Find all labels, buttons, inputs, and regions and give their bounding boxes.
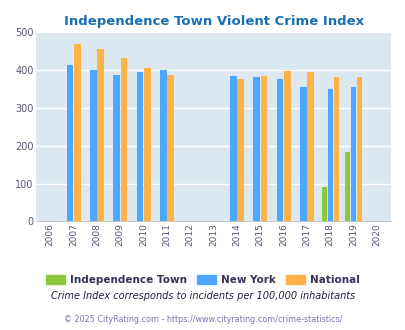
Bar — [284, 71, 290, 221]
Bar — [144, 68, 150, 221]
Bar — [66, 65, 73, 221]
Bar — [344, 152, 350, 221]
Bar — [90, 70, 96, 221]
Bar — [327, 89, 332, 221]
Bar — [321, 187, 326, 221]
Bar — [74, 45, 81, 221]
Bar — [229, 76, 236, 221]
Text: Crime Index corresponds to incidents per 100,000 inhabitants: Crime Index corresponds to incidents per… — [51, 291, 354, 301]
Bar — [237, 79, 243, 221]
Title: Independence Town Violent Crime Index: Independence Town Violent Crime Index — [64, 15, 363, 28]
Bar — [97, 49, 104, 221]
Bar — [299, 86, 306, 221]
Bar — [276, 79, 283, 221]
Bar — [160, 70, 166, 221]
Bar — [253, 77, 259, 221]
Bar — [120, 58, 127, 221]
Bar — [113, 75, 119, 221]
Bar — [356, 77, 361, 221]
Bar — [167, 75, 174, 221]
Bar — [350, 87, 355, 221]
Bar — [136, 72, 143, 221]
Bar — [260, 76, 266, 221]
Text: © 2025 CityRating.com - https://www.cityrating.com/crime-statistics/: © 2025 CityRating.com - https://www.city… — [64, 315, 341, 324]
Bar — [307, 72, 313, 221]
Legend: Independence Town, New York, National: Independence Town, New York, National — [41, 271, 364, 289]
Bar — [333, 77, 338, 221]
